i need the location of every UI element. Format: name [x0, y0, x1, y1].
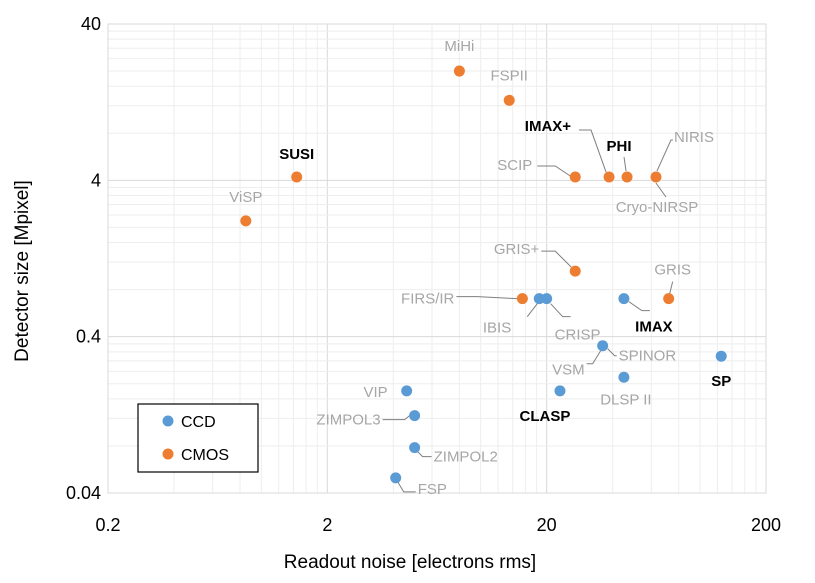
y-tick-label: 0.4: [76, 327, 101, 347]
point-ccd: [597, 340, 609, 352]
point-label: SUSI: [279, 146, 314, 163]
point-ccd: [541, 293, 553, 305]
point-label: VSM: [552, 362, 585, 379]
point-label: CLASP: [520, 408, 571, 425]
label-leader: [397, 481, 416, 493]
label-leader: [537, 165, 571, 177]
point-cmos: [621, 171, 633, 183]
point-label: SCIP: [497, 157, 532, 174]
label-leader: [417, 451, 432, 458]
data-points: [240, 65, 727, 484]
point-label: ViSP: [229, 189, 262, 206]
point-label: IMAX+: [525, 118, 572, 135]
plot-area-border: [107, 23, 767, 494]
point-cmos: [503, 94, 515, 106]
point-ccd: [390, 472, 402, 484]
label-leader: [623, 156, 627, 172]
label-leader: [586, 350, 602, 365]
legend: CCD CMOS: [137, 403, 259, 473]
point-ccd: [401, 385, 413, 397]
label-leader: [382, 415, 410, 421]
point-label: FSPII: [490, 67, 528, 84]
y-tick-label: 0.04: [66, 483, 101, 503]
point-label: SP: [711, 373, 731, 390]
legend-box: [137, 403, 259, 473]
point-ccd: [409, 442, 421, 454]
point-label: SPINOR: [619, 348, 677, 365]
point-label: Cryo-NIRSP: [616, 199, 699, 216]
label-leader: [550, 303, 571, 318]
axis-ticks: 0.2 2 20 200 0.04 0.4 4 40: [66, 14, 781, 535]
x-tick-label: 200: [751, 515, 781, 535]
point-cmos: [516, 293, 528, 305]
y-axis-title: Detector size [Mpixel]: [12, 180, 33, 362]
point-cmos: [240, 215, 252, 227]
point-label: FSP: [418, 481, 447, 498]
point-label: FIRS/IR: [401, 291, 455, 308]
point-label: ZIMPOL2: [434, 449, 498, 466]
label-leader: [456, 296, 518, 300]
point-label: MiHi: [444, 38, 474, 55]
label-leader: [526, 303, 538, 317]
label-leader: [655, 182, 667, 198]
point-cmos: [291, 171, 303, 183]
point-ccd: [554, 385, 566, 397]
label-leader: [669, 281, 674, 294]
x-axis-title: Readout noise [electrons rms]: [284, 552, 536, 573]
point-label: IBIS: [483, 320, 511, 337]
x-tick-label: 20: [537, 515, 557, 535]
point-cmos: [603, 171, 615, 183]
point-label: DLSP II: [600, 391, 651, 408]
label-leader: [607, 348, 617, 357]
label-leader: [579, 129, 607, 173]
label-leader: [628, 301, 650, 312]
label-leaders: [382, 129, 674, 493]
point-ccd: [715, 350, 727, 362]
point-label: NIRIS: [674, 129, 714, 146]
y-tick-label: 4: [91, 170, 101, 190]
point-label: ZIMPOL3: [316, 412, 380, 429]
point-cmos: [569, 265, 581, 277]
legend-ccd-label: CCD: [181, 414, 216, 431]
grid-lines: [107, 24, 766, 494]
point-cmos: [569, 171, 581, 183]
y-tick-label: 40: [81, 14, 101, 34]
point-label: PHI: [607, 138, 632, 155]
point-ccd: [409, 410, 421, 422]
point-label: CRISP: [555, 327, 601, 344]
point-cmos: [650, 171, 662, 183]
label-leader: [656, 139, 673, 172]
point-label: IMAX: [635, 319, 673, 336]
label-leader: [541, 250, 572, 268]
point-ccd: [618, 293, 630, 305]
point-ccd: [618, 371, 630, 383]
point-cmos: [453, 65, 465, 77]
legend-cmos-label: CMOS: [181, 447, 229, 464]
point-label: GRIS+: [494, 241, 540, 258]
x-tick-label: 0.2: [95, 515, 120, 535]
point-label: GRIS: [654, 262, 691, 279]
point-cmos: [663, 293, 675, 305]
x-tick-label: 2: [322, 515, 332, 535]
point-label: VIP: [363, 384, 387, 401]
legend-cmos-marker: [162, 448, 174, 460]
legend-ccd-marker: [162, 415, 174, 427]
